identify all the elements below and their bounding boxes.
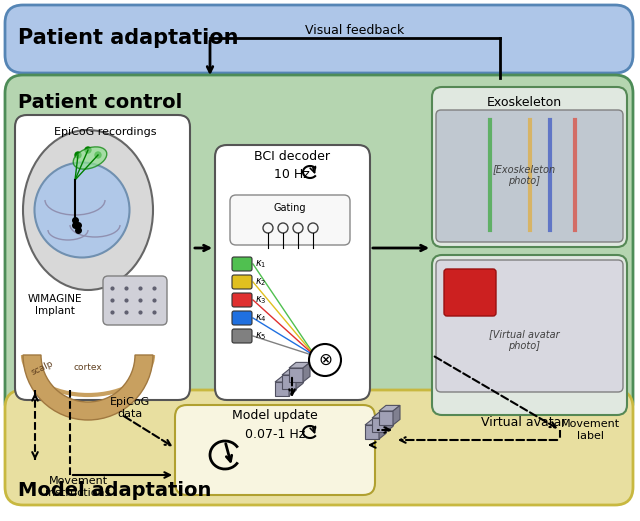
FancyBboxPatch shape bbox=[436, 260, 623, 392]
FancyBboxPatch shape bbox=[232, 311, 252, 325]
Text: Movement
instructions: Movement instructions bbox=[45, 476, 111, 498]
Circle shape bbox=[309, 344, 341, 376]
Text: Movement
label: Movement label bbox=[561, 419, 620, 441]
FancyBboxPatch shape bbox=[5, 390, 633, 505]
FancyBboxPatch shape bbox=[5, 5, 633, 73]
FancyBboxPatch shape bbox=[215, 145, 370, 400]
Polygon shape bbox=[296, 369, 303, 389]
Text: $\kappa_2$: $\kappa_2$ bbox=[255, 276, 266, 288]
FancyBboxPatch shape bbox=[432, 87, 627, 247]
FancyBboxPatch shape bbox=[15, 115, 190, 400]
Text: Patient control: Patient control bbox=[18, 93, 182, 113]
Polygon shape bbox=[289, 376, 296, 396]
FancyBboxPatch shape bbox=[103, 276, 167, 325]
FancyBboxPatch shape bbox=[444, 269, 496, 316]
Text: cortex: cortex bbox=[74, 363, 102, 372]
FancyBboxPatch shape bbox=[232, 275, 252, 289]
Polygon shape bbox=[282, 375, 296, 389]
Polygon shape bbox=[303, 363, 310, 382]
Circle shape bbox=[85, 147, 91, 153]
Text: Model update
0.07-1 Hz: Model update 0.07-1 Hz bbox=[232, 410, 318, 440]
FancyBboxPatch shape bbox=[5, 75, 633, 420]
Polygon shape bbox=[275, 376, 296, 382]
FancyBboxPatch shape bbox=[230, 195, 350, 245]
Polygon shape bbox=[275, 382, 289, 396]
Text: [Exoskeleton
photo]: [Exoskeleton photo] bbox=[492, 164, 556, 186]
FancyBboxPatch shape bbox=[232, 293, 252, 307]
Polygon shape bbox=[379, 405, 400, 411]
Polygon shape bbox=[372, 413, 393, 418]
Text: $\kappa_3$: $\kappa_3$ bbox=[255, 294, 266, 306]
Text: WIMAGINE
Implant: WIMAGINE Implant bbox=[28, 294, 83, 316]
Polygon shape bbox=[289, 363, 310, 368]
Text: Exoskeleton: Exoskeleton bbox=[486, 96, 561, 109]
Text: Virtual avatar: Virtual avatar bbox=[481, 416, 567, 428]
Circle shape bbox=[95, 152, 101, 158]
Text: [Virtual avatar
photo]: [Virtual avatar photo] bbox=[489, 329, 559, 351]
Ellipse shape bbox=[35, 163, 129, 257]
Polygon shape bbox=[282, 369, 303, 375]
Polygon shape bbox=[379, 411, 393, 425]
Text: Model adaptation: Model adaptation bbox=[18, 480, 211, 500]
FancyBboxPatch shape bbox=[432, 255, 627, 415]
Text: $\kappa_4$: $\kappa_4$ bbox=[255, 312, 267, 324]
Text: Patient adaptation: Patient adaptation bbox=[18, 28, 239, 48]
Ellipse shape bbox=[23, 130, 153, 290]
Polygon shape bbox=[379, 419, 386, 439]
Text: BCI decoder
10 Hz: BCI decoder 10 Hz bbox=[254, 150, 330, 180]
Polygon shape bbox=[365, 419, 386, 425]
Text: $\kappa_1$: $\kappa_1$ bbox=[255, 258, 266, 270]
Polygon shape bbox=[365, 425, 379, 439]
FancyBboxPatch shape bbox=[436, 110, 623, 242]
Polygon shape bbox=[386, 413, 393, 432]
Polygon shape bbox=[393, 405, 400, 425]
Text: Gating: Gating bbox=[274, 203, 307, 213]
FancyBboxPatch shape bbox=[232, 257, 252, 271]
FancyBboxPatch shape bbox=[232, 329, 252, 343]
FancyBboxPatch shape bbox=[175, 405, 375, 495]
Circle shape bbox=[75, 152, 81, 158]
Text: $\otimes$: $\otimes$ bbox=[318, 351, 332, 369]
Text: scalp: scalp bbox=[30, 359, 55, 377]
Text: Visual feedback: Visual feedback bbox=[305, 23, 404, 36]
Polygon shape bbox=[372, 418, 386, 432]
Text: $\kappa_5$: $\kappa_5$ bbox=[255, 330, 266, 342]
Text: EpiCoG recordings: EpiCoG recordings bbox=[54, 127, 156, 137]
Polygon shape bbox=[289, 368, 303, 382]
Wedge shape bbox=[23, 355, 153, 420]
Ellipse shape bbox=[73, 147, 107, 169]
Text: EpiCoG
data: EpiCoG data bbox=[110, 397, 150, 419]
